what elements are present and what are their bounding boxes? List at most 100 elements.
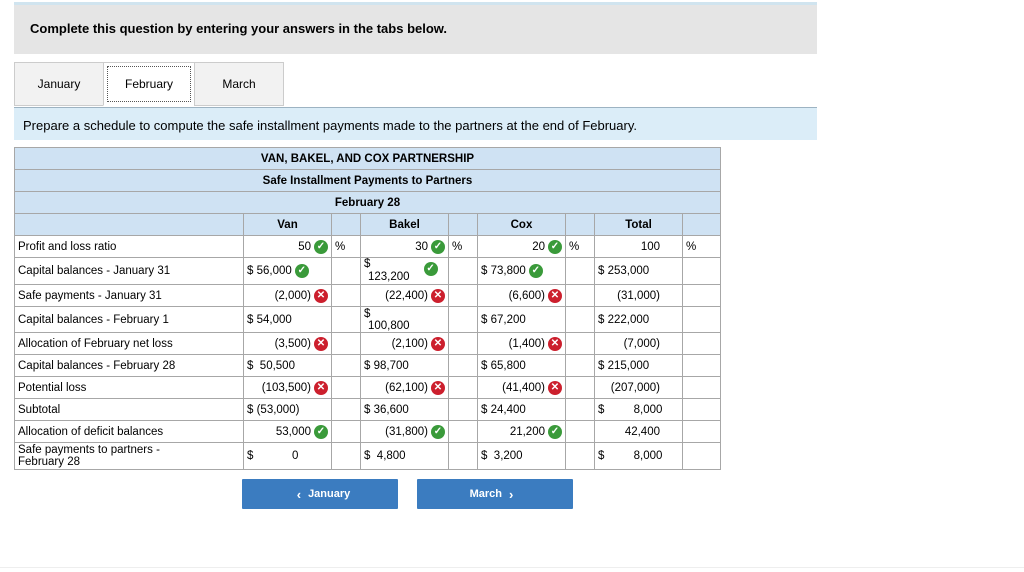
total-value: 100 [594, 235, 683, 258]
blank-header [565, 213, 595, 236]
cox-input[interactable]: (1,400) ✕ [477, 332, 566, 355]
incorrect-icon: ✕ [431, 380, 445, 395]
van-value: $ (53,000) [243, 398, 332, 421]
dollar-sign: $ [481, 313, 488, 326]
van-input[interactable]: (103,500) ✕ [243, 376, 332, 399]
tab-january[interactable]: January [14, 62, 104, 106]
col-header-bakel: Bakel [360, 213, 449, 236]
correct-icon: ✓ [431, 424, 445, 439]
row-label: Capital balances - February 1 [14, 306, 244, 333]
blank-header [14, 213, 244, 236]
total-value: 42,400 [594, 420, 683, 443]
table-row: Subtotal $ (53,000) $ 36,600 $ 24,400 $8… [14, 398, 721, 421]
table-row: Capital balances - February 28 $ 50,500 … [14, 354, 721, 377]
next-march-button[interactable]: March › [417, 479, 573, 509]
incorrect-icon: ✕ [548, 288, 562, 303]
title-row-3: February 28 [14, 191, 721, 214]
correct-icon: ✓ [548, 239, 562, 254]
bakel-input[interactable]: (31,800) ✓ [360, 420, 449, 443]
correct-icon: ✓ [423, 262, 438, 276]
cox-input[interactable]: $ 73,800 ✓ [477, 257, 566, 285]
blank-header [448, 213, 478, 236]
schedule-subtitle: Safe Installment Payments to Partners [14, 169, 721, 192]
row-label: Safe payments to partners - February 28 [14, 442, 244, 470]
total-value: (207,000) [594, 376, 683, 399]
title-row-2: Safe Installment Payments to Partners [14, 169, 721, 192]
total-value: $ 253,000 [594, 257, 683, 285]
total-value: $8,000 [594, 442, 683, 470]
dollar-sign: $ [364, 450, 371, 462]
col-header-total: Total [594, 213, 683, 236]
question-banner: Complete this question by entering your … [14, 2, 817, 54]
bakel-value: $100,800 [360, 306, 449, 333]
dollar-sign: $ [598, 403, 605, 416]
cox-value: $ 65,800 [477, 354, 566, 377]
table-row: Safe payments - January 31 (2,000) ✕ (22,… [14, 284, 721, 307]
schedule-date: February 28 [14, 191, 721, 214]
bakel-input[interactable]: 30 ✓ [360, 235, 449, 258]
row-label: Subtotal [14, 398, 244, 421]
tab-february-label: February [124, 77, 174, 91]
bakel-input[interactable]: $123,200✓ [360, 257, 449, 285]
correct-icon: ✓ [314, 424, 328, 439]
van-value: $ 54,000 [243, 306, 332, 333]
next-button-label: March [469, 488, 503, 500]
prev-january-button[interactable]: ‹ January [242, 479, 398, 509]
tab-february[interactable]: February [103, 62, 195, 106]
dollar-sign: $ [364, 307, 371, 320]
van-input[interactable]: (2,000) ✕ [243, 284, 332, 307]
table-row: Profit and loss ratio 50 ✓ % 30 ✓ % 20 ✓ % … [14, 235, 721, 258]
schedule-title: VAN, BAKEL, AND COX PARTNERSHIP [14, 147, 721, 170]
total-value: $8,000 [594, 398, 683, 421]
row-label: Allocation of deficit balances [14, 420, 244, 443]
dollar-sign: $ [481, 450, 488, 462]
correct-icon: ✓ [528, 264, 543, 278]
van-value: $ 50,500 [243, 354, 332, 377]
blank-header [682, 213, 721, 236]
correct-icon: ✓ [294, 264, 309, 278]
row-label: Allocation of February net loss [14, 332, 244, 355]
cox-input[interactable]: (41,400) ✕ [477, 376, 566, 399]
cox-value: $ 3,200 [477, 442, 566, 470]
incorrect-icon: ✕ [314, 288, 328, 303]
chevron-right-icon: › [509, 486, 514, 502]
van-input[interactable]: (3,500) ✕ [243, 332, 332, 355]
row-label: Profit and loss ratio [14, 235, 244, 258]
van-input[interactable]: 50 ✓ [243, 235, 332, 258]
cox-value: $ 67,200 [477, 306, 566, 333]
cox-input[interactable]: 20 ✓ [477, 235, 566, 258]
correct-icon: ✓ [431, 239, 445, 254]
title-row-1: VAN, BAKEL, AND COX PARTNERSHIP [14, 147, 721, 170]
pct-sign: % [331, 235, 361, 258]
dollar-sign: $ [364, 258, 371, 270]
van-input[interactable]: $ 56,000 ✓ [243, 257, 332, 285]
tab-january-label: January [37, 77, 81, 91]
dollar-sign: $ [247, 313, 254, 326]
chevron-left-icon: ‹ [296, 486, 302, 502]
correct-icon: ✓ [314, 239, 328, 254]
cox-value: $ 24,400 [477, 398, 566, 421]
incorrect-icon: ✕ [548, 336, 562, 351]
cox-input[interactable]: 21,200 ✓ [477, 420, 566, 443]
bakel-input[interactable]: (22,400) ✕ [360, 284, 449, 307]
col-header-van: Van [243, 213, 332, 236]
table-row: Capital balances - February 1 $ 54,000 $… [14, 306, 721, 333]
row-label: Capital balances - January 31 [14, 257, 244, 285]
bakel-input[interactable]: (2,100) ✕ [360, 332, 449, 355]
van-input[interactable]: 53,000 ✓ [243, 420, 332, 443]
total-value: $ 222,000 [594, 306, 683, 333]
pct-sign: % [682, 235, 721, 258]
table-row: Capital balances - January 31 $ 56,000 ✓ … [14, 257, 721, 285]
total-value: (31,000) [594, 284, 683, 307]
correct-icon: ✓ [548, 424, 562, 439]
bakel-input[interactable]: (62,100) ✕ [360, 376, 449, 399]
divider [0, 567, 1024, 568]
tab-march[interactable]: March [194, 62, 284, 106]
dollar-sign: $ [247, 359, 254, 372]
incorrect-icon: ✕ [314, 336, 328, 351]
incorrect-icon: ✕ [431, 336, 445, 351]
pct-sign: % [565, 235, 595, 258]
cox-input[interactable]: (6,600) ✕ [477, 284, 566, 307]
dollar-sign: $ [247, 450, 254, 462]
total-value: $ 215,000 [594, 354, 683, 377]
